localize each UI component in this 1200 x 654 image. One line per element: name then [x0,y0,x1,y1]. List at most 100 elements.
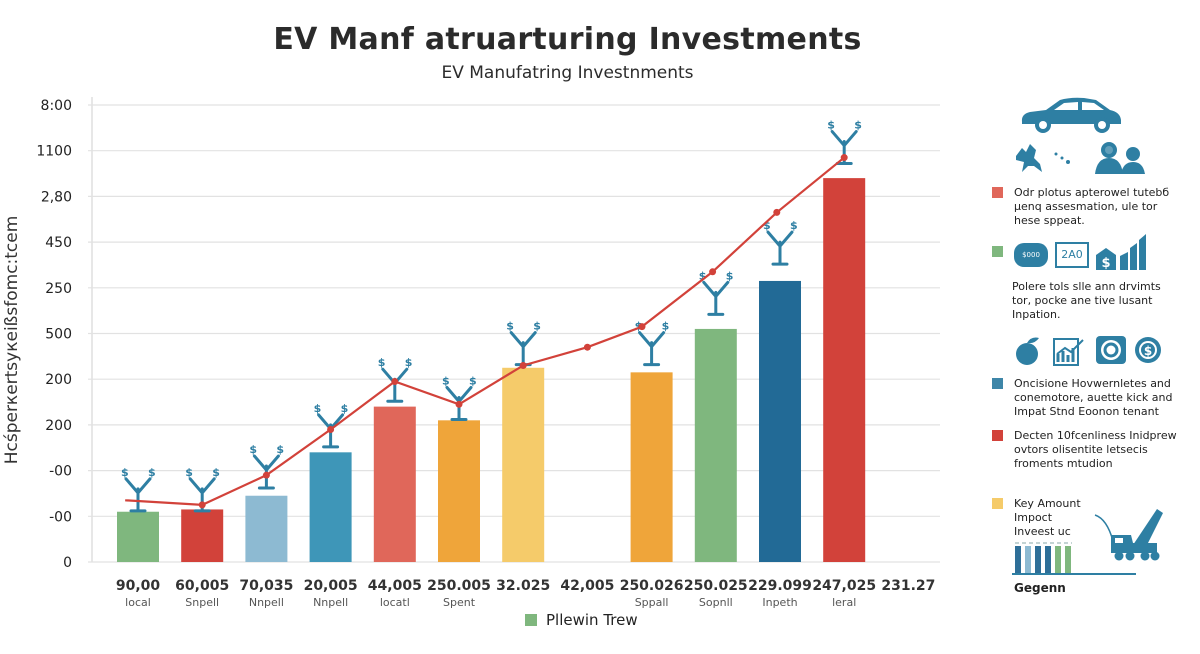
trend-point [709,268,717,276]
bar [181,509,224,562]
x-tick-sublabel: Inpeth [762,596,797,609]
x-tick-value: 250.026 [620,578,684,594]
x-tick-sublabel: leral [832,596,856,609]
sidebar-footer: Gegenn [1014,581,1066,595]
sidebar-section-4: Decten 10fcenliness Inidprew ovtors olis… [992,429,1182,473]
dollar-house-icon: $ [1096,248,1116,270]
bars [117,178,866,562]
dollar-branch-icon: $ $ [635,320,670,367]
trend-point [198,501,206,509]
dollar-glyph: $ [763,219,771,232]
svg-text:$: $ [1144,344,1152,358]
bar-growth-icon [1120,234,1146,270]
sidebar-text: Decten 10fcenliness Inidprew ovtors olis… [1014,429,1177,470]
dollar-glyph: $ [314,402,322,415]
icon-stroke [381,367,409,403]
y-tick-label: -00 [49,509,72,525]
legend: Pllewin Trew [525,611,638,629]
dollar-glyph: $ [469,374,477,387]
sidebar-section-1: Odr plotus apterowel tutebб µenq assesma… [992,186,1182,230]
bar [309,452,352,562]
sidebar-section-3: Oncisione Hovwernletes and conemotore, a… [992,377,1182,421]
y-tick-label: 0 [63,555,72,571]
y-tick-label: 8:00 [41,98,72,114]
sidebar-swatch [992,246,1003,257]
chart-subtitle: EV Manufatring Investnments [441,63,694,83]
legend-label: Pllewin Trew [546,611,638,629]
chat-bubble-text: $000 [1022,251,1040,259]
x-tick-value: 60,005 [175,578,229,594]
dollar-glyph: $ [790,219,798,232]
trend-point [519,361,527,369]
icon-stroke [830,130,858,166]
dollar-glyph: $ [341,402,349,415]
sidebar-section-2: Polere tols slle ann drvimts tor, pocke … [992,280,1182,324]
x-tick-value: 44,005 [368,578,422,594]
bar [694,328,737,562]
sidebar-text: Odr plotus apterowel tutebб µenq assesma… [1014,186,1170,227]
chart-icon [1053,338,1084,366]
x-tick-sublabel: Nnpell [313,596,348,609]
x-tick-value: 20,005 [304,578,358,594]
dollar-glyph: $ [662,320,670,333]
bar [373,406,416,562]
x-tick-value: 32.025 [496,578,550,594]
dollar-glyph: $ [506,320,514,333]
trend-point [583,343,591,351]
people-icon [1095,142,1145,174]
x-tick-value: 90,00 [116,578,161,594]
trend-point [840,154,848,162]
trend-point [262,471,270,479]
x-tick-value: 42,005 [560,578,614,594]
x-tick-sublabel: Nnpell [249,596,284,609]
dollar-glyph: $ [635,320,643,333]
dollar-glyph: $ [726,269,734,282]
x-tick-sublabel: Snpell [185,596,219,609]
icon-stroke [638,331,666,367]
dollar-coin-icon: $ [1135,337,1161,363]
icon-stroke [124,477,152,513]
crane-truck-icon [1094,509,1163,561]
dollar-glyph: $ [249,443,257,456]
icon-stroke [317,413,345,449]
x-tick-value: 250.005 [427,578,491,594]
sidebar-text: Key Amount Impoct Inveest uc [1014,497,1081,538]
mini-bars-icon [1012,542,1136,575]
x-tick-sublabel: locatl [380,596,410,609]
x-tick-value: 250.025 [684,578,748,594]
dollar-glyph: $ [827,119,835,132]
y-tick-label: 500 [45,327,72,343]
sidebar-swatch [992,498,1003,509]
x-tick-sublabel: Sppall [635,596,669,609]
trend-point [327,425,335,433]
sidebar-section-5: Key Amount Impoct Inveest uc [992,497,1102,541]
y-tick-label: 200 [45,372,72,388]
dollar-glyph: $ [442,374,450,387]
dollar-glyph: $ [148,466,156,479]
legend-swatch [525,614,537,626]
bar [823,178,866,562]
y-tick-label: -00 [49,464,72,480]
x-tick-sublabel: Spent [443,596,476,609]
dollar-glyph: $ [405,356,413,369]
x-tick-value: 247,025 [812,578,876,594]
car-icon [1021,97,1121,133]
x-tick-value: 70,035 [239,578,293,594]
monitor-text: 2A0 [1061,248,1083,261]
dollar-branch-icon: $ $ [506,320,541,367]
trend-point [391,377,399,385]
sidebar-swatch [992,378,1003,389]
bar [438,420,480,562]
monitor-icon: 2A0 [1055,242,1089,268]
x-tick-value: 229.099 [748,578,812,594]
bar [630,372,673,562]
dollar-branch-icon: $ $ [763,219,798,266]
dollar-glyph: $ [699,269,707,282]
y-tick-label: 250 [45,281,72,297]
dollar-glyph: $ [854,119,862,132]
y-tick-label: 450 [45,235,72,251]
dollar-branch-icon: $ $ [121,466,156,513]
dollar-glyph: $ [276,443,284,456]
bar [245,495,288,562]
